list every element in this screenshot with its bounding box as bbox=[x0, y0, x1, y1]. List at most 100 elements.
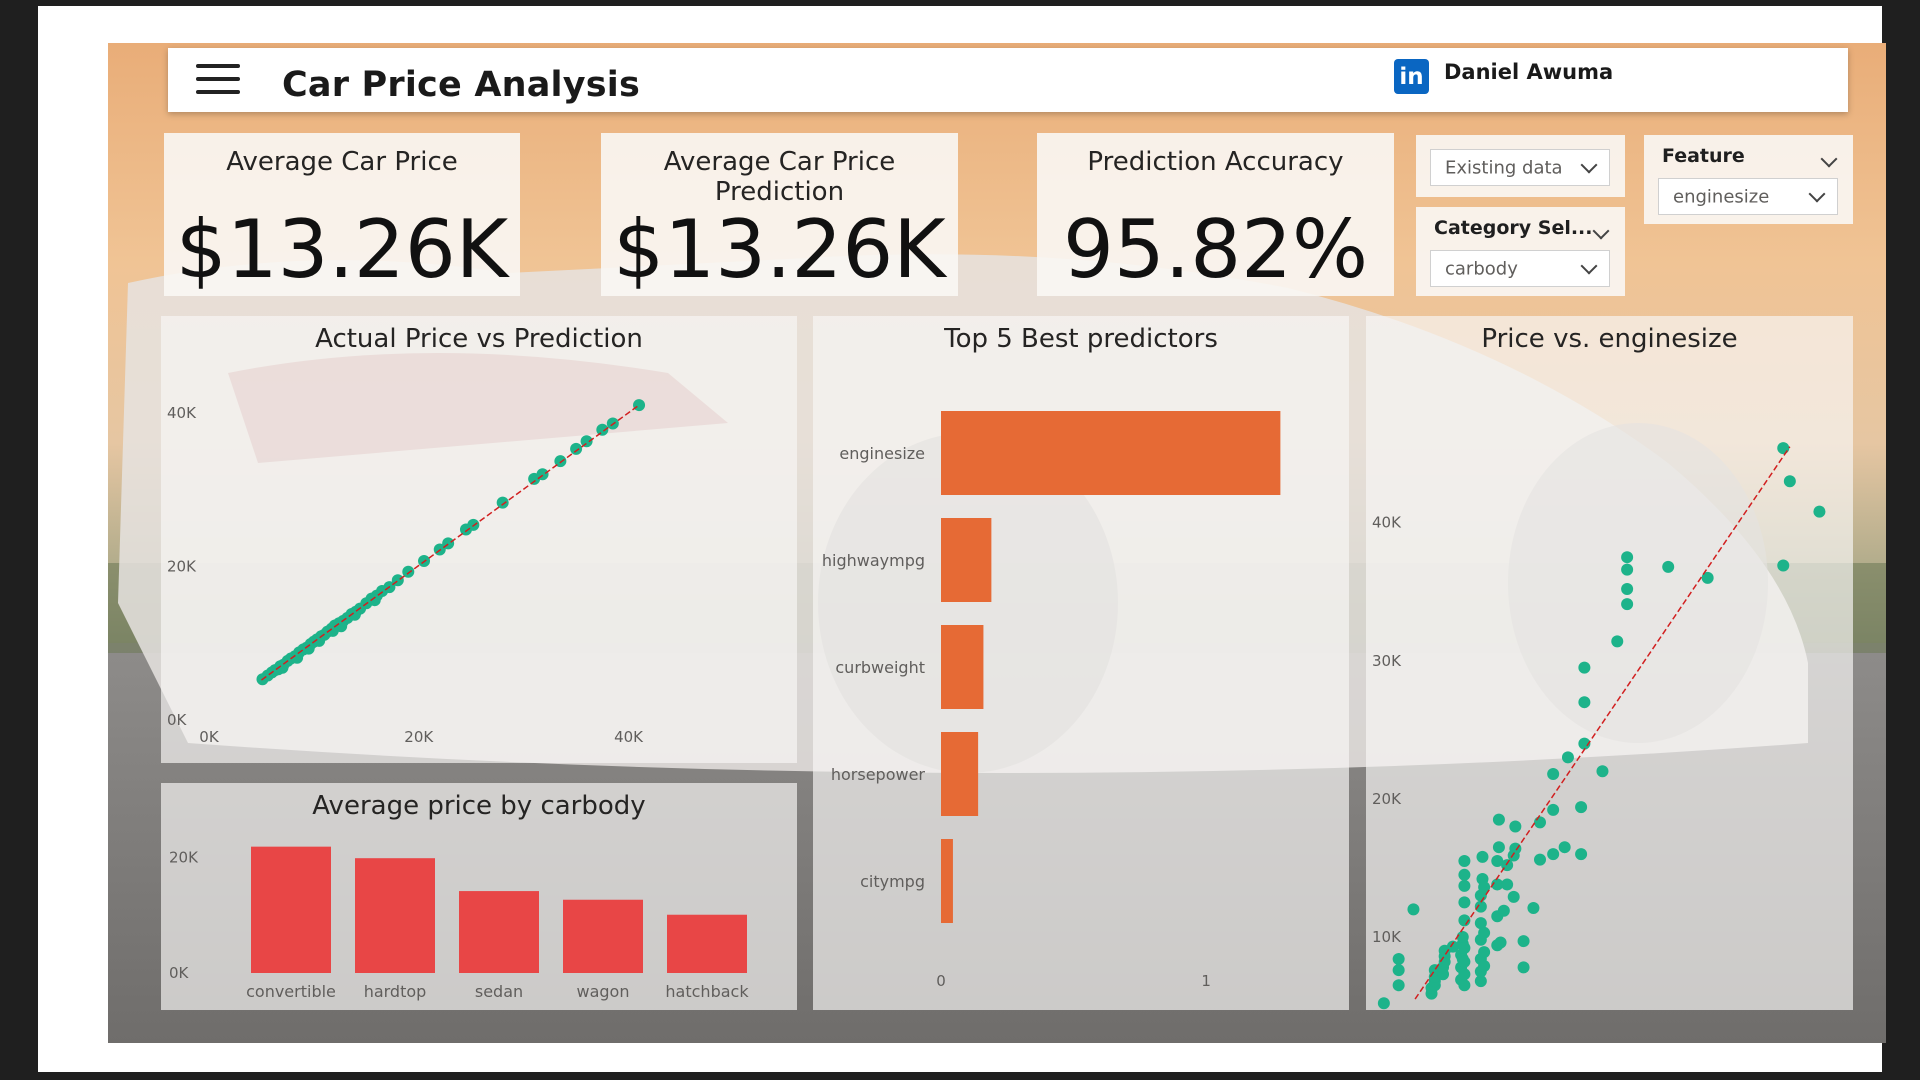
feature-dropdown[interactable]: enginesize bbox=[1658, 178, 1838, 215]
predictor-bar bbox=[941, 732, 979, 816]
chevron-down-icon[interactable] bbox=[1580, 156, 1598, 173]
category-slicer-label: Category Sel... bbox=[1434, 217, 1593, 239]
carbody-bar bbox=[251, 846, 331, 973]
data-point bbox=[326, 624, 339, 637]
data-point bbox=[313, 634, 326, 647]
kpi-value: 95.82% bbox=[1062, 203, 1369, 296]
category-label: curbweight bbox=[835, 658, 925, 677]
feature-value: enginesize bbox=[1673, 186, 1770, 207]
data-point bbox=[1777, 442, 1790, 455]
x-tick-label: 40K bbox=[614, 728, 644, 746]
top-predictors-panel: Top 5 Best predictors enginesize highwaym… bbox=[813, 316, 1349, 1010]
y-tick-label: 20K bbox=[169, 849, 199, 867]
data-point bbox=[1392, 953, 1405, 966]
data-point bbox=[1407, 903, 1420, 916]
category-dropdown[interactable]: carbody bbox=[1430, 250, 1610, 287]
data-point bbox=[1446, 940, 1459, 953]
data-point bbox=[1458, 896, 1471, 909]
kpi-value: $13.26K bbox=[613, 203, 946, 296]
actual-vs-prediction-chart[interactable]: 0K 20K 40K 0K 20K 40K bbox=[161, 316, 797, 763]
y-tick-label: 40K bbox=[167, 404, 197, 422]
data-point bbox=[1621, 598, 1634, 611]
chart-title: Price vs. enginesize bbox=[1481, 324, 1738, 354]
data-point bbox=[1596, 765, 1609, 778]
linkedin-icon[interactable]: in bbox=[1394, 59, 1429, 94]
data-point bbox=[1501, 878, 1514, 891]
category-label: enginesize bbox=[839, 444, 925, 463]
data-point bbox=[496, 496, 509, 509]
data-point bbox=[1621, 582, 1634, 595]
price-vs-enginesize-chart[interactable]: 10020030010K20K30K40K bbox=[1366, 316, 1853, 1010]
category-label: sedan bbox=[475, 982, 523, 1001]
data-point bbox=[1578, 737, 1591, 750]
data-point bbox=[1474, 975, 1487, 988]
y-tick-label: 0K bbox=[169, 964, 190, 982]
y-tick-label: 40K bbox=[1372, 514, 1402, 532]
category-value: carbody bbox=[1445, 258, 1518, 279]
data-point bbox=[1547, 768, 1560, 780]
category-label: hardtop bbox=[364, 982, 427, 1001]
chevron-down-icon[interactable] bbox=[1808, 185, 1826, 202]
data-point bbox=[1494, 936, 1507, 949]
x-tick-label: 0K bbox=[199, 728, 220, 746]
data-point bbox=[291, 651, 304, 664]
data-point bbox=[1458, 914, 1471, 927]
y-tick-label: 20K bbox=[167, 557, 197, 575]
data-point bbox=[302, 642, 315, 655]
y-tick-label: 10K bbox=[1372, 928, 1402, 946]
data-point bbox=[1458, 868, 1471, 881]
data-point bbox=[1492, 841, 1505, 854]
data-point bbox=[1558, 841, 1571, 854]
data-point bbox=[1478, 926, 1491, 939]
feature-slicer-label: Feature bbox=[1662, 145, 1745, 167]
data-point bbox=[1458, 855, 1471, 867]
data-point bbox=[1783, 475, 1796, 488]
y-tick-label: 20K bbox=[1372, 790, 1402, 808]
y-tick-label: 30K bbox=[1372, 652, 1402, 670]
data-point bbox=[1534, 853, 1547, 866]
data-point bbox=[1492, 813, 1505, 826]
chart-title: Average price by carbody bbox=[312, 791, 646, 821]
carbody-bar bbox=[459, 891, 539, 973]
kpi-label: Prediction Accuracy bbox=[1087, 147, 1344, 177]
data-point bbox=[1458, 879, 1471, 892]
data-point bbox=[1478, 881, 1491, 894]
chart-title: Top 5 Best predictors bbox=[944, 324, 1218, 354]
kpi-card-prediction-accuracy: Prediction Accuracy 95.82% bbox=[1037, 133, 1394, 296]
data-point bbox=[570, 442, 583, 455]
data-point bbox=[1474, 917, 1487, 930]
hamburger-menu-icon[interactable] bbox=[196, 64, 240, 96]
trend-line bbox=[261, 404, 640, 681]
carbody-bar bbox=[563, 899, 643, 973]
category-label: horsepower bbox=[831, 765, 926, 784]
data-point bbox=[1458, 942, 1471, 954]
top-predictors-chart[interactable]: enginesize highwaympg curbweight horsepower… bbox=[813, 316, 1349, 1010]
predictor-bar bbox=[941, 518, 992, 602]
feature-slicer: Feature enginesize bbox=[1644, 135, 1853, 224]
report-canvas: Car Price Analysis in Daniel Awuma Avera… bbox=[108, 43, 1886, 1043]
category-label: citympg bbox=[860, 872, 925, 891]
data-point bbox=[1527, 901, 1540, 914]
predictor-bar bbox=[941, 625, 984, 709]
kpi-card-average-price: Average Car Price $13.26K bbox=[164, 133, 520, 296]
category-label: wagon bbox=[577, 982, 630, 1001]
chevron-down-icon[interactable] bbox=[1820, 150, 1838, 168]
data-point bbox=[1458, 955, 1471, 968]
data-source-dropdown[interactable]: Existing data bbox=[1430, 149, 1610, 186]
author-name[interactable]: Daniel Awuma bbox=[1444, 60, 1614, 84]
predictor-bar bbox=[941, 839, 953, 923]
data-point bbox=[1578, 696, 1591, 709]
x-tick-label: 20K bbox=[404, 728, 434, 746]
data-point bbox=[1478, 946, 1491, 959]
data-point bbox=[1547, 803, 1560, 816]
chevron-down-icon[interactable] bbox=[1592, 222, 1610, 240]
chart-title: Actual Price vs Prediction bbox=[315, 324, 643, 354]
chevron-down-icon[interactable] bbox=[1580, 257, 1598, 274]
x-tick-label: 0 bbox=[936, 972, 946, 990]
predictor-bar bbox=[941, 411, 1281, 495]
data-point bbox=[1611, 635, 1624, 648]
data-point bbox=[272, 663, 285, 676]
price-by-carbody-chart[interactable]: convertible hardtop sedan wagon hatchback 0K 2… bbox=[161, 783, 797, 1010]
category-label: highwaympg bbox=[822, 551, 925, 570]
kpi-label: Average Car Price Prediction bbox=[663, 147, 896, 207]
